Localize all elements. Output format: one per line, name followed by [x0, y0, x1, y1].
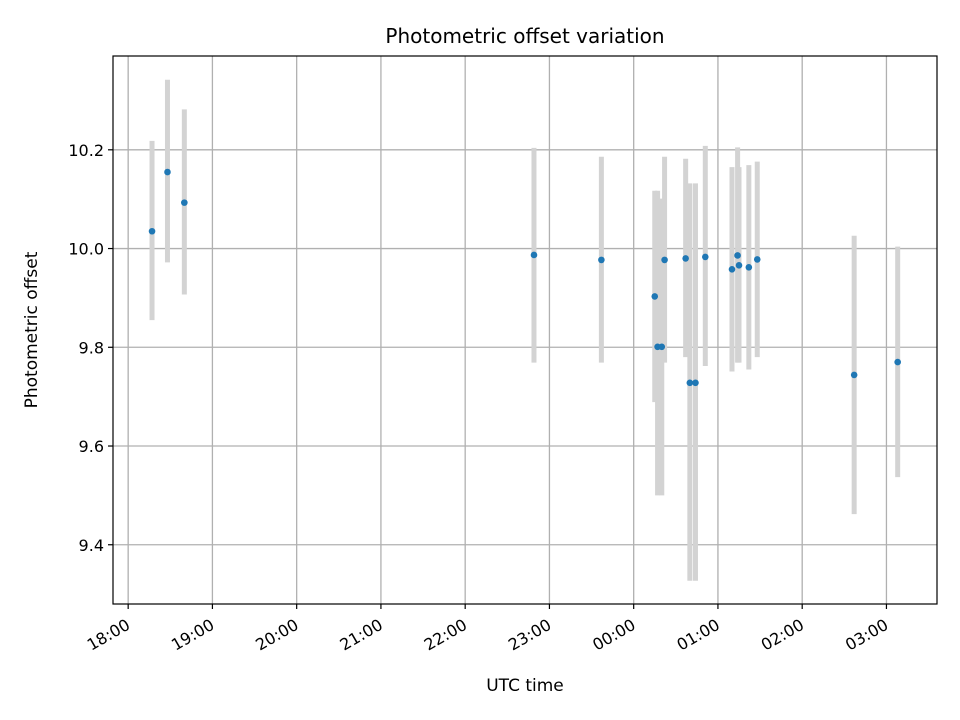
data-point — [734, 252, 741, 259]
data-point — [894, 358, 901, 366]
data-point — [181, 199, 188, 206]
data-point — [661, 256, 668, 264]
y-axis-ticks: 9.4 9.6 9.8 10.0 10.2 — [68, 141, 113, 555]
data-point — [753, 256, 761, 263]
plot-frame — [112, 55, 938, 605]
y-tick-label: 9.6 — [79, 437, 104, 456]
data-point — [682, 255, 689, 262]
chart-title: Photometric offset variation — [385, 24, 664, 48]
grid — [113, 56, 937, 604]
y-axis-label: Photometric offset — [22, 251, 42, 408]
data-point — [651, 293, 659, 300]
y-tick-label: 9.4 — [79, 536, 104, 555]
data-point — [530, 251, 538, 259]
x-axis-label: UTC time — [486, 676, 564, 696]
y-tick-label: 9.8 — [79, 338, 104, 357]
data-point — [598, 256, 605, 264]
data-point — [728, 265, 736, 273]
data-point — [164, 168, 171, 176]
data-point — [735, 262, 743, 269]
y-tick-label: 10.0 — [68, 240, 104, 259]
data-point — [702, 253, 709, 261]
data-point — [745, 264, 753, 271]
data-point — [686, 379, 694, 387]
data-point — [692, 379, 699, 387]
data-point — [658, 343, 666, 351]
y-tick-label: 10.2 — [68, 141, 104, 160]
data-point — [850, 371, 858, 379]
data-point — [148, 227, 156, 235]
data-points — [148, 168, 901, 387]
